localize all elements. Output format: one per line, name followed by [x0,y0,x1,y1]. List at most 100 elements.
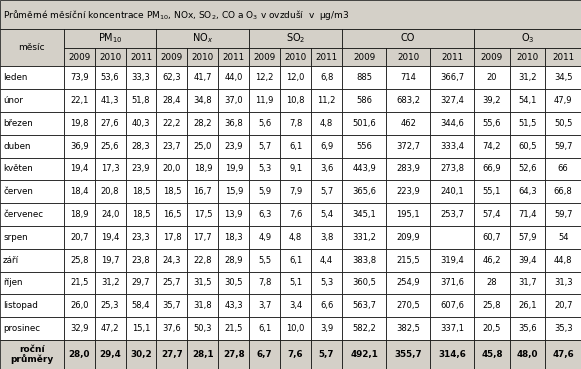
Bar [311,112,342,135]
Bar [311,203,342,226]
Text: 23,8: 23,8 [132,256,150,265]
Bar [188,180,218,203]
Bar [0,29,64,66]
Text: 586: 586 [356,96,372,105]
Text: SO$_2$: SO$_2$ [286,31,306,45]
Text: 50,5: 50,5 [554,119,572,128]
Text: 19,7: 19,7 [101,256,119,265]
Bar [249,226,280,249]
Text: 17,7: 17,7 [193,233,212,242]
Text: 5,7: 5,7 [319,350,334,359]
Bar [0,226,64,249]
Text: 23,7: 23,7 [163,142,181,151]
Text: 35,6: 35,6 [518,324,537,333]
Text: 25,6: 25,6 [101,142,119,151]
Bar [510,272,546,294]
Text: 47,2: 47,2 [101,324,119,333]
Text: 64,3: 64,3 [518,187,537,196]
Text: 71,4: 71,4 [518,210,537,219]
Bar [125,135,156,158]
Bar [311,294,342,317]
Bar [386,272,430,294]
Bar [218,340,249,369]
Bar [546,317,581,340]
Text: únor: únor [3,96,23,105]
Bar [474,226,510,249]
Bar [249,112,280,135]
Text: 195,1: 195,1 [396,210,420,219]
Bar [188,135,218,158]
Text: 58,4: 58,4 [132,301,150,310]
Text: 31,8: 31,8 [193,301,212,310]
Text: 7,9: 7,9 [289,187,302,196]
Bar [430,135,474,158]
Bar [430,180,474,203]
Text: 253,7: 253,7 [440,210,464,219]
Bar [430,203,474,226]
Text: 50,3: 50,3 [193,324,212,333]
Text: 5,7: 5,7 [258,142,271,151]
Text: 20,7: 20,7 [70,233,88,242]
Bar [386,112,430,135]
Bar [510,48,546,66]
Text: 5,6: 5,6 [258,119,271,128]
Bar [95,340,125,369]
Text: 3,4: 3,4 [289,301,302,310]
Text: 26,0: 26,0 [70,301,88,310]
Bar [430,112,474,135]
Bar [95,112,125,135]
Bar [64,158,95,180]
Text: 31,3: 31,3 [554,279,572,287]
Text: 6,8: 6,8 [320,73,333,82]
Bar [280,317,311,340]
Bar [474,203,510,226]
Text: 23,3: 23,3 [132,233,150,242]
Text: 18,4: 18,4 [70,187,88,196]
Bar [125,317,156,340]
Bar [249,317,280,340]
Bar [510,340,546,369]
Text: 22,8: 22,8 [193,256,212,265]
Bar [218,226,249,249]
Text: 2009: 2009 [481,52,503,62]
Bar [249,294,280,317]
Bar [430,66,474,89]
Bar [95,48,125,66]
Text: 223,9: 223,9 [396,187,420,196]
Bar [474,340,510,369]
Bar [430,48,474,66]
Text: O$_3$: O$_3$ [521,31,535,45]
Text: NO$_x$: NO$_x$ [192,31,213,45]
Text: 3,9: 3,9 [320,324,333,333]
Bar [95,203,125,226]
Text: 7,8: 7,8 [258,279,271,287]
Text: CO: CO [401,33,415,43]
Bar [430,226,474,249]
Text: listopad: listopad [3,301,38,310]
Bar [474,317,510,340]
Text: 337,1: 337,1 [440,324,464,333]
Text: leden: leden [3,73,27,82]
Text: 18,5: 18,5 [163,187,181,196]
Text: 66: 66 [558,165,569,173]
Text: 5,7: 5,7 [320,187,333,196]
Text: říjen: říjen [3,279,23,287]
Bar [64,48,95,66]
Bar [430,317,474,340]
Bar [342,48,386,66]
Bar [156,317,188,340]
Text: 5,1: 5,1 [289,279,302,287]
Bar [280,158,311,180]
Bar [125,158,156,180]
Text: 314,6: 314,6 [438,350,466,359]
Bar [188,48,218,66]
Text: 53,6: 53,6 [101,73,120,82]
Bar [474,66,510,89]
Bar [249,135,280,158]
Text: 9,1: 9,1 [289,165,302,173]
Bar [0,112,64,135]
Bar [386,48,430,66]
Bar [156,203,188,226]
Text: 2010: 2010 [285,52,307,62]
Bar [125,249,156,272]
